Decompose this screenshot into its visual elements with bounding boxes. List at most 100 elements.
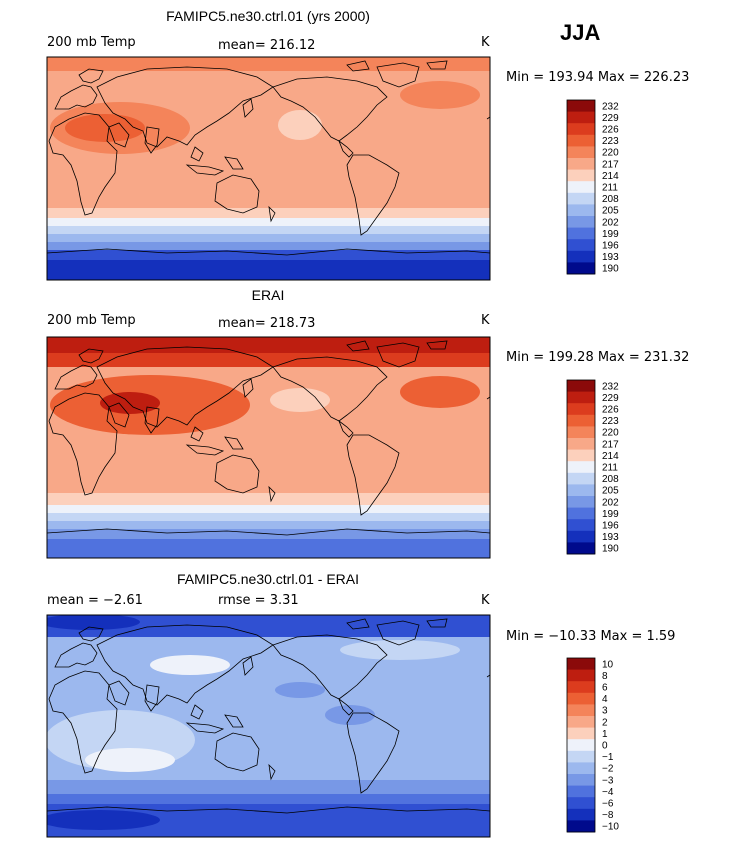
colorbar-tick-label: 229: [602, 393, 619, 404]
colorbar-swatch: [567, 123, 595, 136]
panel-units: K: [481, 593, 490, 608]
panel-title: FAMIPC5.ne30.ctrl.01 - ERAI: [177, 571, 359, 587]
colorbar-swatch: [567, 262, 595, 275]
colorbar-swatch: [567, 762, 595, 775]
colorbar-tick-label: 214: [602, 451, 619, 462]
colorbar-tick-label: −10: [602, 822, 619, 833]
panel-left-label: 200 mb Temp: [47, 313, 136, 328]
colorbar-tick-label: 8: [602, 671, 608, 682]
colorbar-tick-label: 214: [602, 171, 619, 182]
colorbar-swatch: [567, 658, 595, 670]
colorbar-tick-label: 190: [602, 264, 619, 275]
colorbar-tick-label: 1: [602, 729, 608, 740]
colorbar-tick-label: 199: [602, 229, 619, 240]
colorbar-tick-label: 232: [602, 101, 619, 112]
colorbar-swatch: [567, 692, 595, 705]
panel-model: FAMIPC5.ne30.ctrl.01 (yrs 2000) 200 mb T…: [46, 8, 689, 281]
colorbar-tick-label: 0: [602, 741, 608, 752]
colorbar-swatch: [567, 204, 595, 217]
colorbar-swatch: [567, 227, 595, 240]
colorbar-swatch: [567, 239, 595, 252]
colorbar-swatch: [567, 181, 595, 194]
panel-mean-label: mean= 218.73: [218, 316, 315, 331]
colorbar-tick-label: 220: [602, 148, 619, 159]
colorbar-swatch: [567, 542, 595, 555]
panel-rmse-label: rmse = 3.31: [218, 593, 299, 608]
panel-mean-label: mean= 216.12: [218, 38, 315, 53]
colorbar-tick-label: −8: [602, 810, 614, 821]
panel-title: ERAI: [252, 287, 285, 303]
colorbar-swatch: [567, 380, 595, 392]
panel-title: FAMIPC5.ne30.ctrl.01 (yrs 2000): [166, 8, 370, 24]
colorbar-swatch: [567, 519, 595, 532]
colorbar-swatch: [567, 449, 595, 462]
colorbar-tick-label: 208: [602, 474, 619, 485]
colorbar-swatch: [567, 403, 595, 416]
colorbar-swatch: [567, 530, 595, 543]
colorbar-tick-label: 2: [602, 717, 608, 728]
colorbar-swatch: [567, 716, 595, 728]
colorbar: 2322292262232202172142112082052021991961…: [566, 379, 619, 555]
colorbar-swatch: [567, 797, 595, 810]
colorbar-tick-label: 193: [602, 252, 619, 263]
colorbar-tick-label: 208: [602, 194, 619, 205]
colorbar-tick-label: 199: [602, 509, 619, 520]
colorbar-tick-label: 223: [602, 136, 619, 147]
colorbar-tick-label: 232: [602, 381, 619, 392]
colorbar-swatch: [567, 496, 595, 508]
colorbar-swatch: [567, 146, 595, 159]
panel-minmax: Min = 199.28 Max = 231.32: [506, 350, 689, 365]
colorbar-tick-label: 193: [602, 532, 619, 543]
panel-minmax: Min = −10.33 Max = 1.59: [506, 629, 675, 644]
map-field: [47, 57, 490, 280]
colorbar-tick-label: 220: [602, 428, 619, 439]
panel-left-label: 200 mb Temp: [47, 35, 136, 50]
colorbar-tick-label: 217: [602, 159, 619, 170]
panel-difference: FAMIPC5.ne30.ctrl.01 - ERAI mean = −2.61…: [46, 571, 675, 838]
colorbar-swatch: [567, 111, 595, 124]
colorbar-tick-label: 196: [602, 241, 619, 252]
colorbar-swatch: [567, 472, 595, 485]
colorbar-tick-label: 6: [602, 683, 608, 694]
map-field: [47, 337, 490, 558]
colorbar-tick-label: 226: [602, 125, 619, 136]
colorbar-swatch: [567, 669, 595, 682]
colorbar-tick-label: 196: [602, 521, 619, 532]
colorbar-swatch: [567, 484, 595, 497]
colorbar-tick-label: −4: [602, 787, 614, 798]
colorbar-swatch: [567, 808, 595, 821]
colorbar-swatch: [567, 704, 595, 717]
colorbar-tick-label: 211: [602, 463, 618, 474]
colorbar-tick-label: 190: [602, 544, 619, 555]
colorbar-swatch: [567, 192, 595, 205]
colorbar-swatch: [567, 774, 595, 786]
colorbar-swatch: [567, 507, 595, 520]
colorbar-swatch: [567, 216, 595, 228]
colorbar-tick-label: 202: [602, 497, 619, 508]
colorbar-swatch: [567, 250, 595, 263]
map-frame: [46, 336, 491, 559]
map-frame: [46, 56, 491, 281]
colorbar-swatch: [567, 750, 595, 763]
colorbar-tick-label: 229: [602, 113, 619, 124]
season-label: JJA: [560, 20, 600, 45]
colorbar-swatch: [567, 727, 595, 740]
colorbar-tick-label: 205: [602, 206, 619, 217]
colorbar-tick-label: 205: [602, 486, 619, 497]
colorbar-swatch: [567, 820, 595, 833]
colorbar-tick-label: 223: [602, 416, 619, 427]
colorbar-tick-label: 217: [602, 439, 619, 450]
colorbar-tick-label: 10: [602, 659, 614, 670]
colorbar-swatch: [567, 134, 595, 147]
colorbar: 2322292262232202172142112082052021991961…: [566, 99, 619, 275]
colorbar-tick-label: 202: [602, 217, 619, 228]
colorbar-tick-label: −3: [602, 775, 614, 786]
map-field: [47, 615, 490, 837]
colorbar-tick-label: 226: [602, 405, 619, 416]
map-frame: [46, 614, 491, 838]
colorbar-tick-label: 3: [602, 706, 608, 717]
colorbar-tick-label: −1: [602, 752, 614, 763]
panel-mean-label: mean = −2.61: [47, 593, 143, 608]
